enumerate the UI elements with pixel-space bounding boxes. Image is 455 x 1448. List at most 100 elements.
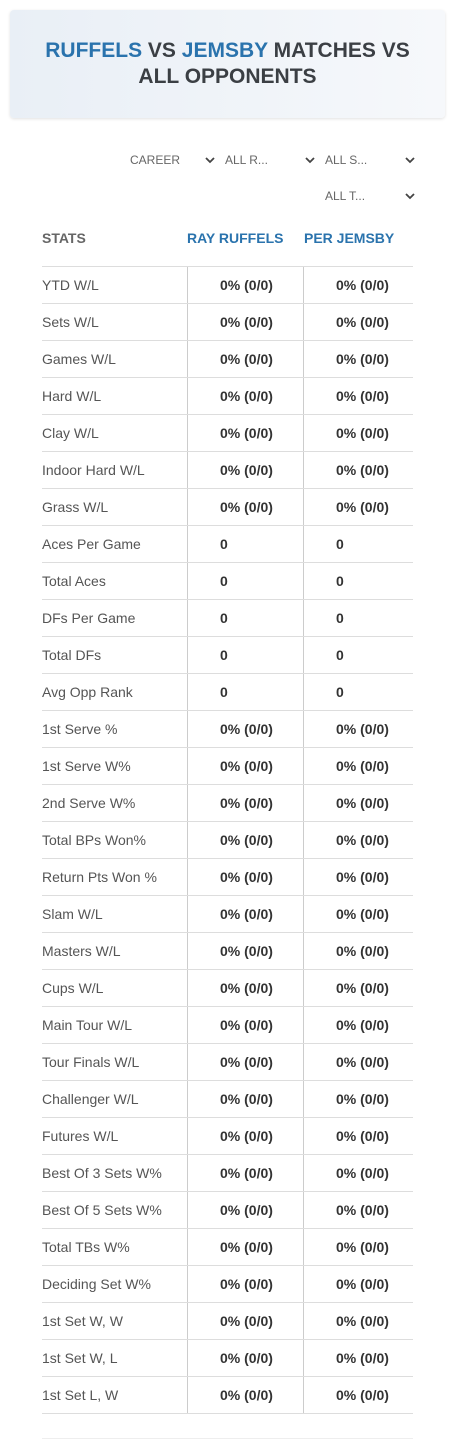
table-row: Total DFs 0 0 — [42, 637, 413, 674]
column-divider — [187, 970, 188, 1006]
column-divider — [187, 1044, 188, 1080]
stat-value: 0% (0/0) — [220, 388, 273, 404]
stat-label: Best Of 5 Sets W% — [42, 1202, 162, 1218]
title-player: RUFFELS — [45, 39, 143, 62]
stat-label: 1st Set W, W — [42, 1313, 123, 1329]
stat-label: Futures W/L — [42, 1128, 119, 1144]
table-row: Challenger W/L 0% (0/0) 0% (0/0) — [42, 1081, 413, 1118]
stat-value: 0% (0/0) — [220, 1054, 273, 1070]
table-row: Deciding Set W% 0% (0/0) 0% (0/0) — [42, 1266, 413, 1303]
column-divider — [187, 1303, 188, 1339]
stat-label: 1st Set L, W — [42, 1387, 119, 1403]
column-divider — [187, 711, 188, 747]
stat-value: 0% (0/0) — [220, 980, 273, 996]
stat-value: 0% (0/0) — [336, 980, 389, 996]
column-header: PER JEMSBY — [304, 230, 395, 246]
title: RUFFELS VS JEMSBY MATCHES VS ALL OPPONEN… — [28, 38, 428, 90]
stat-value: 0% (0/0) — [336, 906, 389, 922]
stat-value: 0% (0/0) — [336, 1276, 389, 1292]
stat-value: 0% (0/0) — [220, 499, 273, 515]
stat-value: 0% (0/0) — [220, 314, 273, 330]
column-divider — [187, 822, 188, 858]
stat-value: 0% (0/0) — [220, 425, 273, 441]
table-row: Hard W/L 0% (0/0) 0% (0/0) — [42, 378, 413, 415]
column-divider — [303, 452, 304, 488]
table-row: 1st Serve W% 0% (0/0) 0% (0/0) — [42, 748, 413, 785]
footer-line — [42, 1438, 413, 1439]
stat-label: Slam W/L — [42, 906, 103, 922]
column-divider — [187, 933, 188, 969]
stat-label: Total TBs W% — [42, 1239, 130, 1255]
filter-dropdown[interactable]: ALL S... — [325, 150, 417, 170]
stat-label: Total BPs Won% — [42, 832, 147, 848]
title-text: VS — [147, 39, 176, 62]
stat-value: 0% (0/0) — [336, 1054, 389, 1070]
filter-dropdown[interactable]: CAREER — [130, 150, 217, 170]
column-divider — [303, 1266, 304, 1302]
column-divider — [187, 785, 188, 821]
stat-value: 0 — [336, 536, 344, 552]
filter-label: ALL S... — [325, 153, 368, 167]
stat-value: 0% (0/0) — [220, 351, 273, 367]
stat-value: 0 — [336, 573, 344, 589]
table-row: Sets W/L 0% (0/0) 0% (0/0) — [42, 304, 413, 341]
stat-value: 0% (0/0) — [336, 1091, 389, 1107]
column-divider — [187, 1081, 188, 1117]
filter-dropdown[interactable]: ALL T... — [325, 186, 417, 206]
table-row: Main Tour W/L 0% (0/0) 0% (0/0) — [42, 1007, 413, 1044]
column-divider — [187, 341, 188, 377]
stat-label: Total DFs — [42, 647, 102, 663]
stat-value: 0 — [336, 684, 344, 700]
filter-label: ALL T... — [325, 189, 366, 203]
stat-value: 0% (0/0) — [336, 721, 389, 737]
stats-table: YTD W/L 0% (0/0) 0% (0/0) Sets W/L 0% (0/0) 0… — [42, 266, 413, 1414]
stat-label: Aces Per Game — [42, 536, 141, 552]
table-row: Total Aces 0 0 — [42, 563, 413, 600]
chevron-icon — [305, 157, 315, 164]
table-row: Best Of 3 Sets W% 0% (0/0) 0% (0/0) — [42, 1155, 413, 1192]
title-text: MATCHES VS ALL OPPONENTS — [138, 39, 410, 88]
table-row: Games W/L 0% (0/0) 0% (0/0) — [42, 341, 413, 378]
stat-label: Games W/L — [42, 351, 116, 367]
column-divider — [303, 674, 304, 710]
stat-label: Deciding Set W% — [42, 1276, 151, 1292]
stat-value: 0 — [220, 573, 228, 589]
table-row: Total BPs Won% 0% (0/0) 0% (0/0) — [42, 822, 413, 859]
column-divider — [187, 600, 188, 636]
column-divider — [187, 637, 188, 673]
column-divider — [303, 896, 304, 932]
stat-label: Tour Finals W/L — [42, 1054, 140, 1070]
chevron-icon — [405, 157, 415, 164]
column-divider — [187, 1007, 188, 1043]
column-divider — [303, 526, 304, 562]
stat-label: Masters W/L — [42, 943, 121, 959]
column-divider — [187, 452, 188, 488]
column-divider — [303, 378, 304, 414]
stat-label: Challenger W/L — [42, 1091, 139, 1107]
column-divider — [303, 1192, 304, 1228]
stat-value: 0% (0/0) — [336, 1017, 389, 1033]
stat-label: Main Tour W/L — [42, 1017, 132, 1033]
column-divider — [187, 415, 188, 451]
column-divider — [187, 748, 188, 784]
stat-value: 0% (0/0) — [336, 758, 389, 774]
stat-label: 1st Set W, L — [42, 1350, 118, 1366]
column-divider — [303, 933, 304, 969]
table-row: Futures W/L 0% (0/0) 0% (0/0) — [42, 1118, 413, 1155]
chevron-icon — [405, 193, 415, 200]
column-divider — [187, 563, 188, 599]
chevron-icon — [205, 157, 215, 164]
table-row: Best Of 5 Sets W% 0% (0/0) 0% (0/0) — [42, 1192, 413, 1229]
stat-value: 0% (0/0) — [220, 1313, 273, 1329]
stat-value: 0 — [220, 647, 228, 663]
column-divider — [303, 1044, 304, 1080]
stat-value: 0% (0/0) — [220, 462, 273, 478]
column-divider — [303, 1081, 304, 1117]
column-divider — [187, 1155, 188, 1191]
stat-value: 0% (0/0) — [220, 1202, 273, 1218]
table-row: Aces Per Game 0 0 — [42, 526, 413, 563]
stat-value: 0% (0/0) — [336, 1202, 389, 1218]
table-row: 1st Set W, W 0% (0/0) 0% (0/0) — [42, 1303, 413, 1340]
column-divider — [303, 563, 304, 599]
filter-dropdown[interactable]: ALL R... — [225, 150, 317, 170]
